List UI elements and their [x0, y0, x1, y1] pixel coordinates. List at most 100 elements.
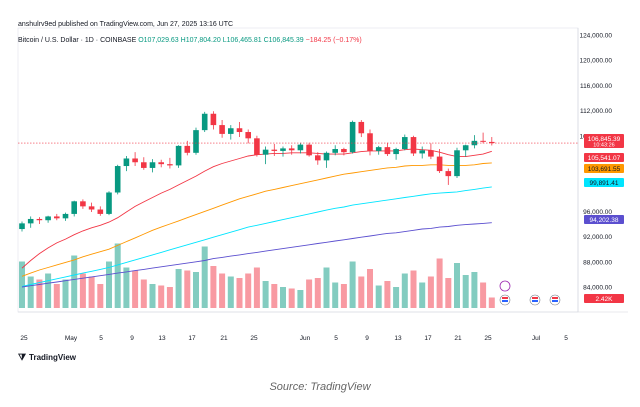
- candle-body: [489, 141, 495, 144]
- volume-bar: [454, 263, 460, 308]
- candle-body: [88, 206, 95, 210]
- event-flag-icon: [532, 297, 538, 299]
- candle-body: [27, 218, 34, 224]
- candle-body: [462, 145, 469, 151]
- volume-bar: [445, 278, 452, 308]
- price-label-tag: [584, 215, 624, 224]
- x-tick-label: 21: [454, 335, 462, 342]
- volume-bar: [210, 266, 217, 308]
- volume-bar: [227, 276, 234, 308]
- candle-body: [375, 147, 382, 151]
- volume-bar: [184, 270, 191, 308]
- volume-bar: [288, 288, 295, 308]
- event-flag-icon: [532, 300, 538, 302]
- candle-body: [358, 121, 365, 134]
- candle-body: [193, 130, 199, 153]
- candle-body: [141, 162, 147, 168]
- volume-bar: [384, 281, 391, 308]
- tradingview-logo[interactable]: ⧩ TradingView: [18, 352, 76, 363]
- x-tick-label: 25: [250, 335, 258, 342]
- y-tick-label: 112,000.00: [580, 108, 612, 115]
- volume-bar: [271, 284, 278, 308]
- symbol-title: Bitcoin / U.S. Dollar · 1D · COINBASE: [18, 37, 137, 44]
- candle-body: [323, 152, 330, 161]
- volume-bar: [62, 279, 69, 308]
- price-label-text: 99,891.41: [590, 180, 619, 187]
- volume-bar: [488, 297, 495, 308]
- volume-bar: [419, 282, 426, 308]
- candle-body: [436, 156, 443, 172]
- candle-body: [236, 128, 243, 133]
- candle-body: [228, 128, 234, 134]
- candle-body: [71, 201, 77, 214]
- volume-bar: [158, 285, 165, 308]
- candle-body: [54, 216, 60, 219]
- volume-bar: [436, 258, 443, 308]
- tradingview-logo-text: TradingView: [29, 353, 77, 362]
- price-label-tag: [584, 153, 624, 162]
- candle-body: [419, 150, 425, 154]
- candle-body: [210, 113, 217, 126]
- volume-bar: [340, 284, 347, 308]
- volume-bar: [427, 276, 434, 308]
- high-value: H107,804.20: [180, 37, 221, 44]
- candle-body: [341, 149, 347, 153]
- candle-body: [80, 201, 86, 207]
- y-tick-label: 84,000.00: [583, 285, 612, 292]
- y-tick-label: 88,000.00: [583, 259, 612, 266]
- price-label-tag: [584, 164, 624, 173]
- candle-body: [271, 149, 278, 151]
- volume-bar: [367, 269, 373, 308]
- candle-body: [158, 162, 164, 165]
- dividends-event-icon: [499, 280, 511, 292]
- tradingview-logo-icon: ⧩: [18, 352, 27, 362]
- x-tick-label: 9: [365, 335, 369, 342]
- volume-bar: [201, 246, 208, 308]
- moving-average-line: [21, 186, 492, 287]
- volume-bar: [219, 273, 226, 308]
- candle-body: [402, 137, 408, 150]
- volume-bar: [375, 285, 382, 308]
- candle-body: [62, 213, 69, 219]
- moving-average-line: [21, 162, 492, 277]
- candle-body: [149, 162, 156, 168]
- volume-bar: [332, 282, 339, 308]
- candle-body: [45, 216, 51, 221]
- volume-bar: [410, 270, 417, 308]
- volume-bar: [323, 267, 330, 308]
- price-label-tag: [584, 178, 624, 187]
- y-tick-label: 124,000.00: [579, 33, 612, 40]
- candle-body: [332, 149, 338, 153]
- candle-body: [445, 171, 452, 177]
- volume-bar: [175, 269, 182, 308]
- x-tick-label: 25: [20, 335, 28, 342]
- price-label-text: 103,691.55: [588, 166, 621, 173]
- event-flag-icon: [502, 300, 508, 302]
- price-label-text: 106,845.39: [588, 136, 621, 143]
- x-tick-label: 17: [424, 335, 432, 342]
- candle-body: [280, 148, 286, 151]
- candle-body: [201, 113, 208, 131]
- x-tick-label: 13: [394, 335, 402, 342]
- price-label-text: 94,202.38: [590, 217, 619, 224]
- candle-body: [167, 164, 173, 166]
- volume-bar: [27, 276, 34, 308]
- event-flag-icon: [502, 297, 508, 299]
- moving-average-line: [21, 222, 492, 288]
- y-tick-label: 120,000.00: [579, 58, 612, 65]
- candle-body: [262, 149, 269, 155]
- candle-body: [288, 148, 295, 151]
- close-value: C106,845.39: [263, 37, 304, 44]
- x-tick-label: 21: [220, 335, 228, 342]
- volume-bar: [149, 284, 156, 308]
- candle-body: [245, 132, 251, 139]
- x-tick-label: 17: [188, 335, 196, 342]
- volume-bar: [106, 261, 112, 308]
- countdown-label-text: 10:43:26: [593, 143, 614, 149]
- x-tick-label: Jul: [532, 335, 541, 342]
- event-flag-icon: [552, 300, 558, 302]
- volume-bar: [280, 287, 286, 308]
- volume-bar: [19, 261, 25, 308]
- volume-bar: [253, 267, 260, 308]
